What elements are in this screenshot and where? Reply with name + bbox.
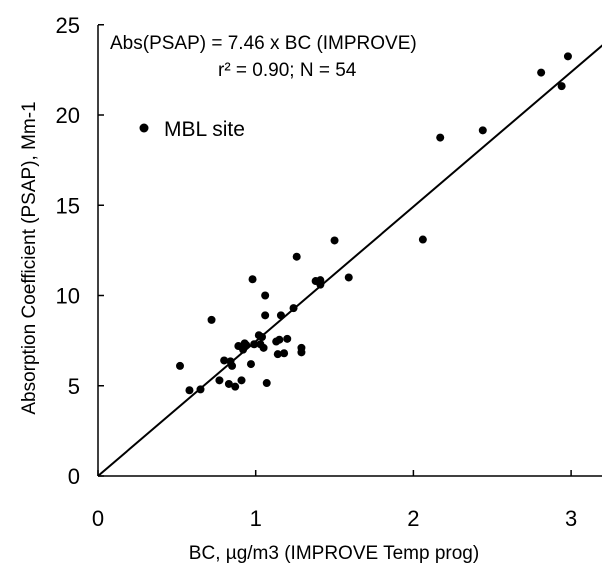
data-point	[262, 379, 271, 388]
x-tick-label: 2	[407, 506, 419, 531]
legend-marker	[139, 123, 149, 133]
data-point	[273, 350, 282, 359]
y-tick-label: 5	[68, 374, 80, 399]
y-tick-label: 25	[56, 13, 80, 38]
data-point	[246, 360, 255, 369]
y-axis-title: Absorption Coefficient (PSAP), Mm-1	[19, 101, 40, 414]
plot-area: 0 5 10 15 20 25 0 1 2 3	[56, 13, 602, 531]
data-point	[207, 315, 216, 324]
data-point	[196, 385, 205, 394]
data-point	[283, 334, 292, 343]
data-point	[297, 348, 306, 357]
data-point	[316, 280, 325, 289]
data-point	[228, 361, 237, 370]
data-point	[220, 356, 229, 365]
data-point	[258, 333, 267, 342]
data-point	[224, 379, 233, 388]
data-point	[436, 133, 445, 142]
data-point	[418, 235, 427, 244]
data-points	[176, 52, 572, 395]
regression-line	[97, 44, 602, 477]
y-tick-label: 10	[56, 284, 80, 309]
data-point	[344, 273, 353, 282]
data-point	[215, 376, 224, 385]
data-point	[276, 311, 285, 320]
data-point	[231, 382, 240, 391]
y-tick-label: 15	[56, 193, 80, 218]
data-point	[259, 343, 268, 352]
data-point	[557, 82, 566, 91]
data-point	[176, 361, 185, 370]
x-tick-label: 3	[565, 506, 577, 531]
data-point	[185, 386, 194, 395]
data-point	[289, 304, 298, 313]
data-point	[478, 126, 487, 135]
data-point	[237, 376, 246, 385]
fit-equation-annotation: Abs(PSAP) = 7.46 x BC (IMPROVE)	[110, 33, 417, 54]
legend-label: MBL site	[164, 118, 245, 141]
data-point	[250, 340, 259, 349]
y-axis-ticks: 0 5 10 15 20 25	[56, 13, 104, 489]
data-point	[242, 341, 251, 350]
data-point	[261, 291, 270, 300]
x-axis-title: BC, µg/m3 (IMPROVE Temp prog)	[189, 543, 479, 564]
legend: MBL site	[139, 118, 245, 141]
x-tick-label: 0	[92, 506, 104, 531]
x-tick-label: 1	[250, 506, 262, 531]
data-point	[292, 252, 301, 261]
fit-stats-annotation: r² = 0.90; N = 54	[218, 60, 357, 81]
data-point	[261, 311, 270, 320]
data-point	[280, 349, 289, 358]
y-tick-label: 0	[68, 464, 80, 489]
data-point	[248, 275, 257, 284]
y-tick-label: 20	[56, 103, 80, 128]
data-point	[537, 68, 546, 77]
data-point	[275, 335, 284, 344]
x-axis-ticks: 0 1 2 3	[92, 470, 577, 531]
data-point	[330, 236, 339, 245]
data-point	[563, 52, 572, 61]
